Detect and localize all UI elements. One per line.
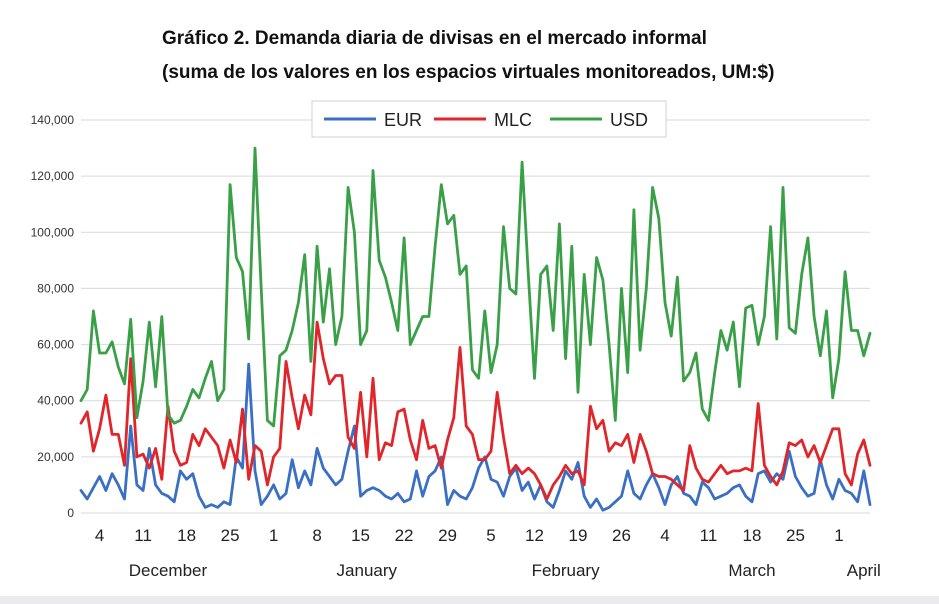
y-tick-label: 20,000	[37, 450, 74, 464]
x-axis-month-labels: December January February March April	[129, 561, 881, 580]
x-tick-label: 18	[177, 526, 196, 545]
x-tick-label: 29	[438, 526, 457, 545]
y-tick-label: 140,000	[31, 113, 75, 127]
x-tick-label: 22	[395, 526, 414, 545]
legend: EUR MLC USD	[311, 100, 667, 138]
x-tick-label: 25	[221, 526, 240, 545]
y-axis-tick-labels: 0 20,000 40,000 60,000 80,000 100,000 120,000 1…	[31, 113, 75, 520]
series-line-usd	[79, 146, 872, 428]
legend-label-eur: EUR	[384, 110, 422, 130]
y-tick-label: 120,000	[31, 169, 75, 183]
y-tick-label: 80,000	[37, 281, 74, 295]
x-tick-label: 5	[486, 526, 495, 545]
chart-title: Gráfico 2. Demanda diaria de divisas en …	[162, 28, 707, 49]
series-lines	[79, 146, 872, 512]
x-tick-label: 15	[351, 526, 370, 545]
gridlines	[81, 119, 870, 514]
x-tick-label: 1	[269, 526, 278, 545]
month-label: January	[337, 561, 398, 580]
x-tick-label: 25	[786, 526, 805, 545]
x-axis-tick-labels: 4 11 18 25 1 8 15 22 29 5 12 19 26 4 11 18 25 1	[95, 526, 844, 545]
chart-subtitle: (suma de los valores en los espacios vir…	[162, 62, 775, 83]
x-tick-label: 8	[312, 526, 321, 545]
month-label: February	[532, 561, 601, 580]
month-label: March	[728, 561, 775, 580]
y-tick-label: 100,000	[31, 225, 75, 239]
x-tick-label: 11	[700, 526, 718, 545]
x-tick-label: 11	[134, 526, 152, 545]
legend-label-mlc: MLC	[494, 110, 532, 130]
series-line-eur	[79, 362, 872, 512]
series-line-mlc	[79, 320, 872, 501]
x-tick-label: 26	[612, 526, 631, 545]
y-tick-label: 40,000	[37, 394, 74, 408]
month-label: December	[129, 561, 208, 580]
x-tick-label: 4	[95, 526, 104, 545]
bottom-divider	[0, 596, 939, 604]
y-tick-label: 60,000	[37, 338, 74, 352]
y-tick-label: 0	[67, 506, 74, 520]
x-tick-label: 1	[834, 526, 843, 545]
x-tick-label: 12	[525, 526, 544, 545]
month-label: April	[847, 561, 881, 580]
x-tick-label: 19	[569, 526, 588, 545]
legend-label-usd: USD	[610, 110, 648, 130]
x-tick-label: 18	[742, 526, 761, 545]
x-tick-label: 4	[660, 526, 669, 545]
